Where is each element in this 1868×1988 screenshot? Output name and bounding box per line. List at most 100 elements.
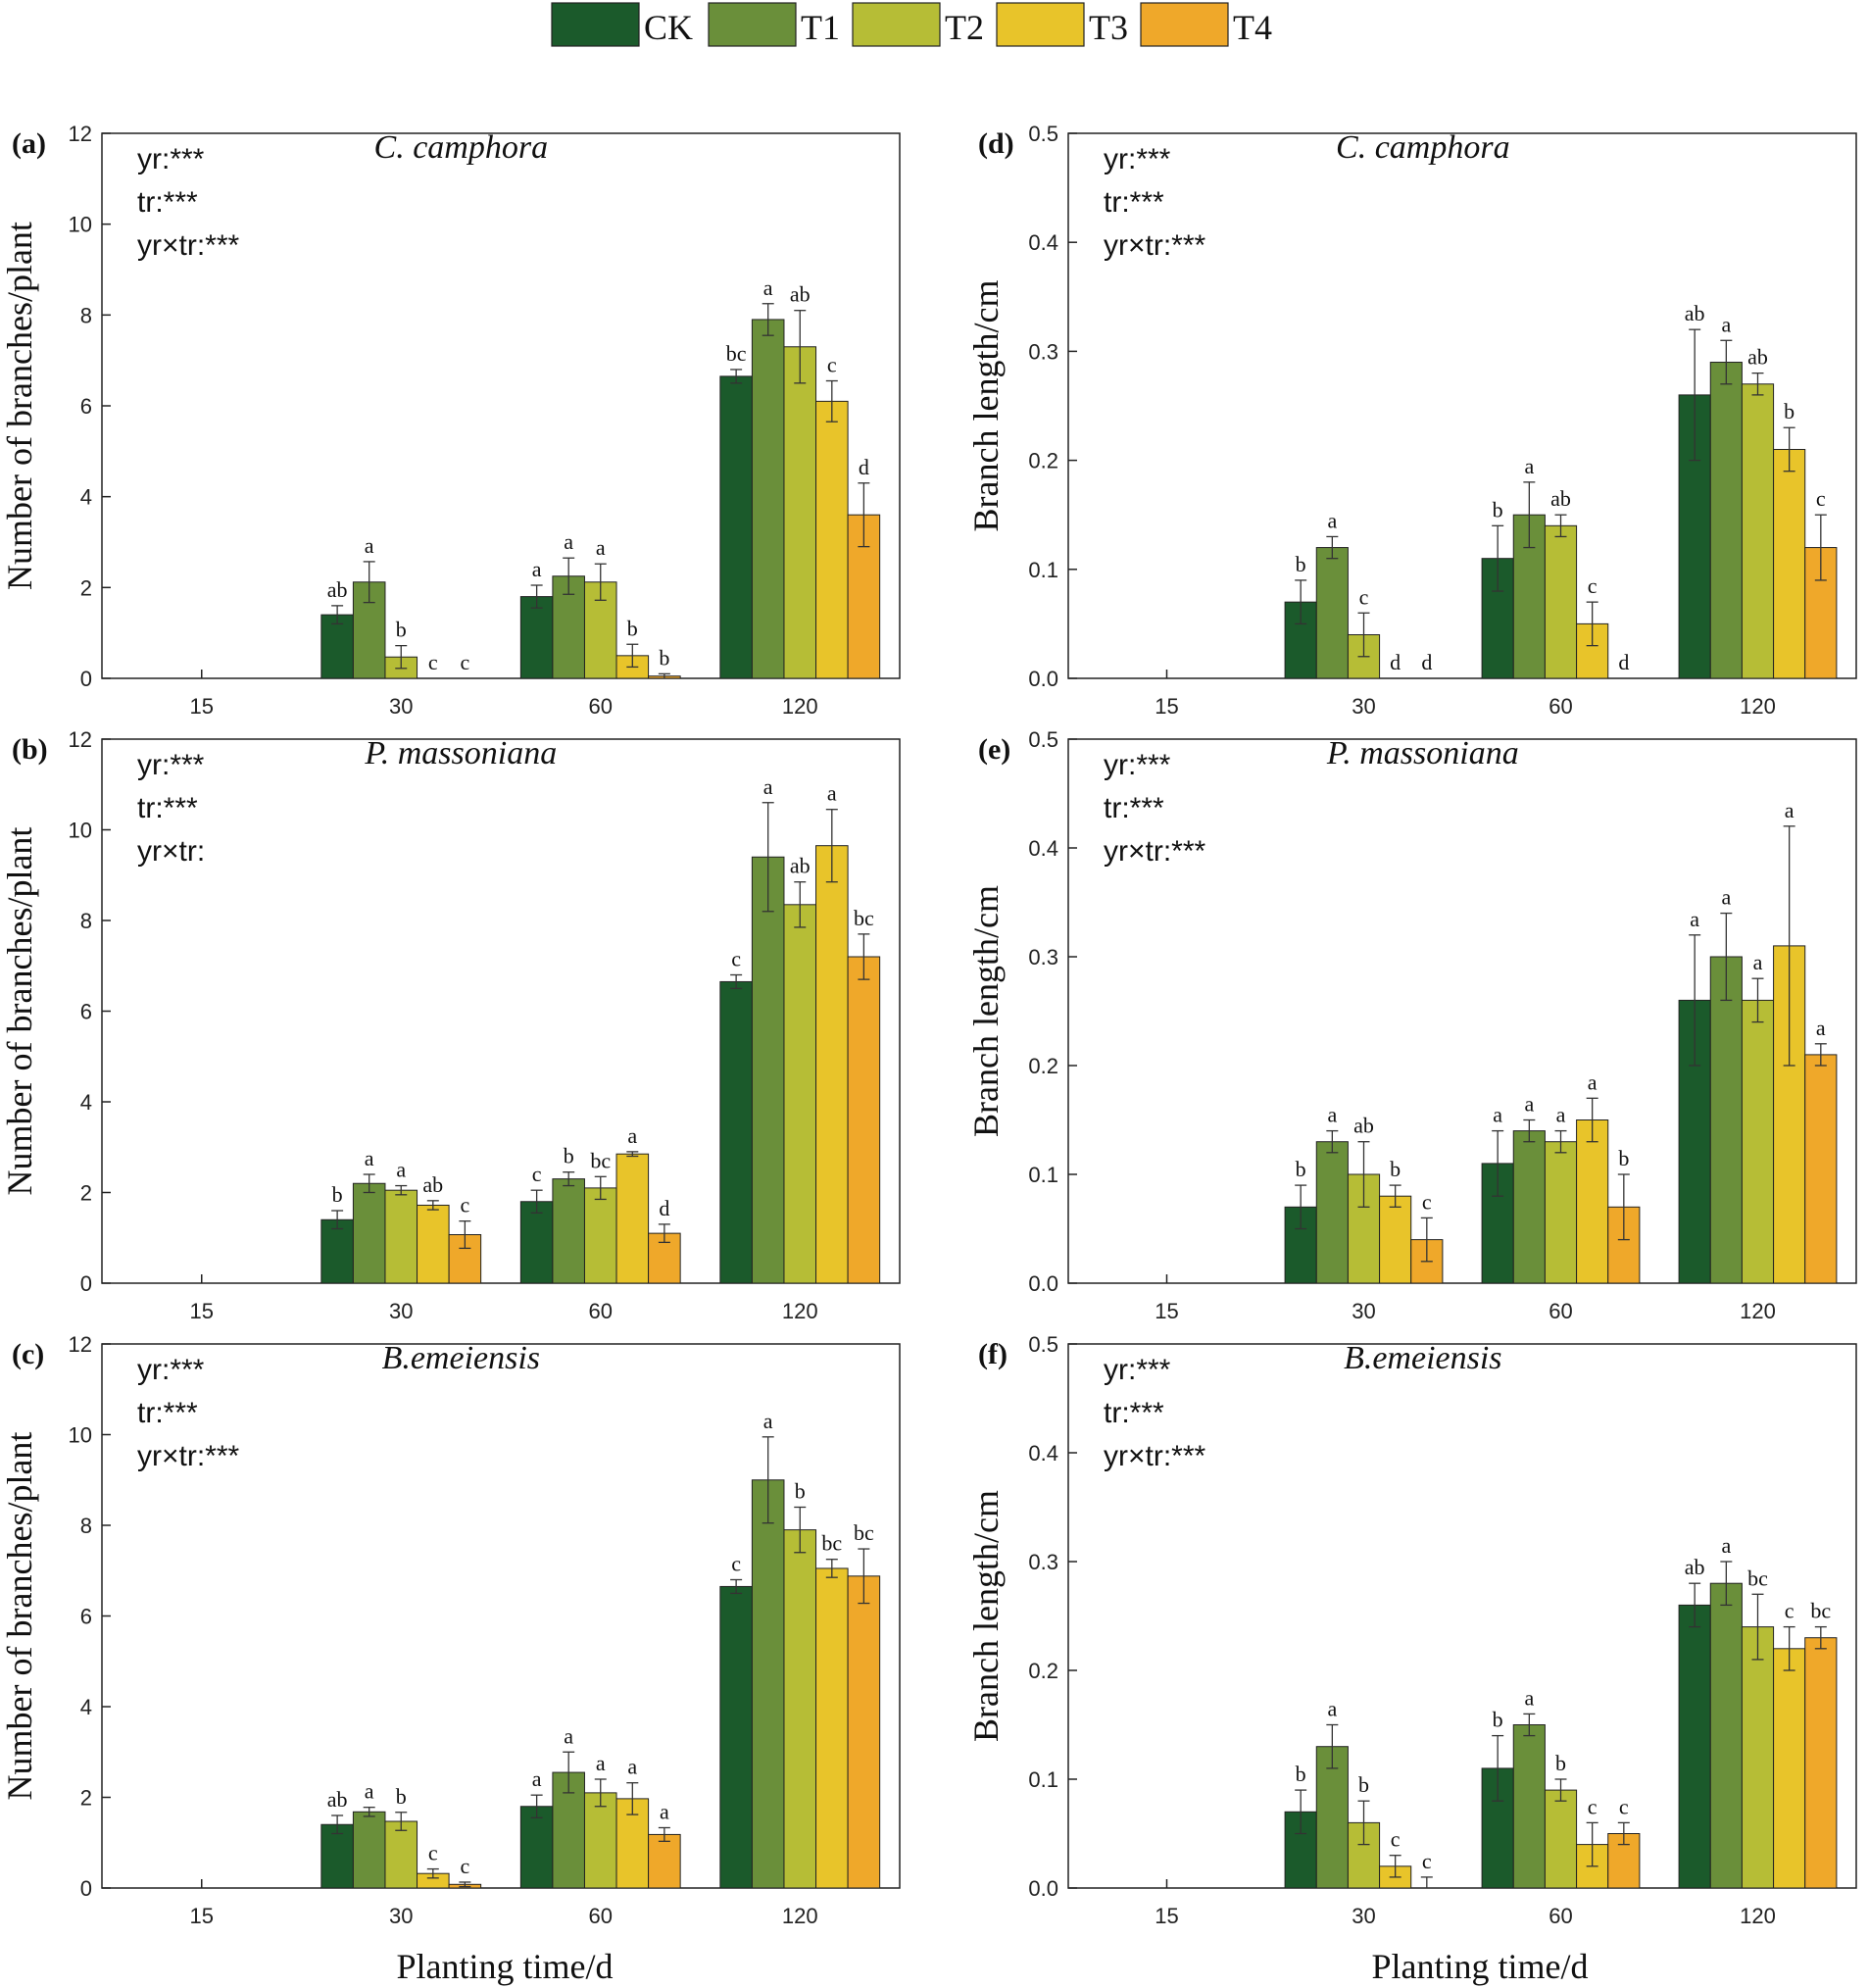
bar-t1 (1315, 1746, 1349, 1889)
panel-letter: (f) (978, 1338, 1008, 1370)
significance-label: a (1556, 1103, 1566, 1127)
x-tick-label: 60 (1548, 1299, 1572, 1323)
significance-label: b (1296, 1762, 1306, 1786)
significance-label: bc (1747, 1566, 1768, 1590)
bar-t2 (384, 1820, 418, 1889)
significance-label: a (365, 1779, 374, 1804)
bar-t2 (783, 904, 817, 1284)
significance-label: c (731, 1552, 741, 1576)
y-axis-label: Branch length/cm (966, 280, 1006, 532)
significance-label: a (396, 1158, 406, 1182)
bar-ck (320, 1823, 354, 1889)
y-tick-label: 0.5 (1028, 1332, 1058, 1357)
bar-t3 (815, 1567, 849, 1889)
y-tick-label: 0.2 (1028, 1054, 1058, 1078)
stats-line: yr×tr: (137, 835, 205, 868)
bar-t2 (783, 1529, 817, 1889)
significance-label: bc (1810, 1599, 1831, 1623)
x-tick-label: 120 (782, 1299, 818, 1323)
significance-label: b (1784, 399, 1794, 423)
bar-ck (320, 614, 354, 679)
bar-t2 (583, 1187, 617, 1284)
panel-title: B.emeiensis (382, 1340, 540, 1376)
x-tick-label: 30 (389, 1299, 413, 1323)
stats-line: yr:*** (137, 143, 205, 175)
x-tick-label: 30 (1352, 694, 1375, 719)
significance-label: b (795, 1479, 806, 1504)
significance-label: b (1358, 1772, 1369, 1797)
x-tick-label: 15 (1155, 1904, 1178, 1928)
bar-t3 (1576, 1119, 1609, 1284)
y-tick-label: 6 (80, 394, 92, 419)
significance-label: a (1327, 1103, 1337, 1127)
significance-label: ab (327, 1787, 348, 1812)
y-axis-label: Number of branches/plant (0, 222, 39, 590)
bar-t1 (1512, 1724, 1546, 1889)
significance-label: a (596, 1751, 606, 1775)
x-tick-label: 15 (1155, 1299, 1178, 1323)
legend-label-t3: T3 (1089, 8, 1128, 47)
y-tick-label: 0.4 (1028, 836, 1058, 861)
y-tick-label: 0.5 (1028, 727, 1058, 752)
legend-label-t2: T2 (945, 8, 984, 47)
significance-label: c (1588, 1794, 1598, 1818)
significance-label: b (1618, 1146, 1629, 1170)
bar-t2 (1544, 1789, 1578, 1889)
y-tick-label: 4 (80, 1090, 92, 1115)
bar-t4 (648, 1833, 681, 1889)
significance-label: a (827, 781, 837, 806)
y-tick-label: 0.4 (1028, 230, 1058, 255)
significance-label: bc (854, 1520, 874, 1545)
stats-line: yr:*** (137, 749, 205, 781)
bar-t1 (1315, 1141, 1349, 1284)
bar-t1 (1512, 1130, 1546, 1284)
stats-line: yr×tr:*** (1104, 835, 1206, 868)
y-tick-label: 12 (69, 122, 92, 146)
stats-line: tr:*** (1104, 792, 1164, 824)
y-tick-label: 12 (69, 727, 92, 752)
legend: CK T1 T2 T3 T4 (551, 2, 1272, 47)
significance-label: c (1588, 573, 1598, 598)
legend-label-t4: T4 (1233, 8, 1272, 47)
y-tick-label: 0.0 (1028, 667, 1058, 691)
x-tick-label: 120 (1740, 694, 1776, 719)
significance-label: a (1493, 1103, 1502, 1127)
y-tick-label: 0.4 (1028, 1441, 1058, 1466)
y-tick-label: 12 (69, 1332, 92, 1357)
significance-label: b (332, 1182, 343, 1207)
y-tick-label: 2 (80, 1181, 92, 1206)
significance-label: a (1721, 885, 1731, 910)
bar-ck (519, 1806, 554, 1889)
y-tick-label: 10 (69, 819, 92, 843)
stats-line: yr:*** (1104, 1354, 1171, 1386)
y-tick-label: 2 (80, 575, 92, 600)
panel-letter: (c) (12, 1338, 44, 1370)
panel-title: P. massoniana (1326, 735, 1519, 771)
y-tick-label: 0 (80, 667, 92, 691)
significance-label: b (1493, 1708, 1503, 1732)
significance-label: d (659, 1196, 669, 1220)
panel-letter: (e) (978, 733, 1010, 766)
stats-line: yr×tr:*** (137, 229, 240, 262)
bar-t2 (384, 1189, 418, 1284)
significance-label: d (1421, 650, 1432, 674)
significance-label: a (1721, 1533, 1731, 1558)
bar-t1 (751, 1479, 785, 1889)
bar-t3 (1773, 448, 1806, 679)
y-tick-label: 0.1 (1028, 1163, 1058, 1187)
y-tick-label: 6 (80, 1605, 92, 1629)
y-tick-label: 0 (80, 1271, 92, 1296)
stats-line: tr:*** (137, 792, 198, 824)
bar-t1 (352, 1811, 386, 1889)
bar-t4 (1607, 1206, 1641, 1284)
bar-t2 (1544, 1141, 1578, 1284)
significance-label: ab (422, 1172, 443, 1197)
bar-ck (719, 980, 753, 1284)
significance-label: a (365, 1146, 374, 1170)
x-axis-label-left: Planting time/d (397, 1947, 614, 1986)
legend-swatch-t4 (1140, 2, 1229, 47)
bar-ck (719, 375, 753, 679)
significance-label: c (731, 947, 741, 971)
